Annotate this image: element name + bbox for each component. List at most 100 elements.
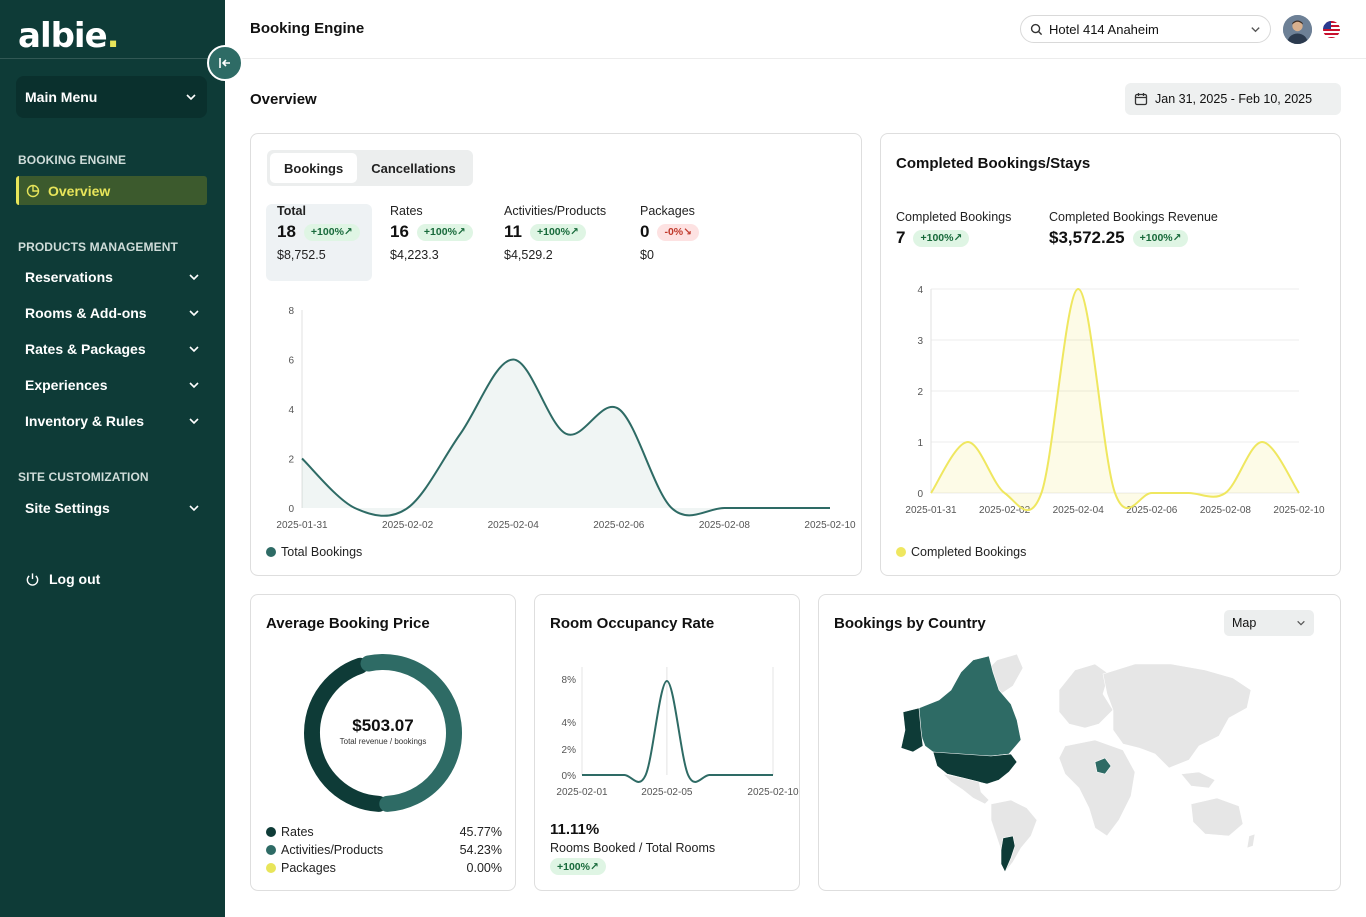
series-line	[301, 358, 830, 517]
stat-completed-bookings: Completed Bookings 7 +100%↗	[896, 210, 1011, 248]
x-tick-label: 2025-02-04	[488, 520, 540, 531]
world-map[interactable]	[899, 650, 1259, 875]
sidebar-item-experiences[interactable]: Experiences	[25, 377, 200, 393]
donut-slice[interactable]	[360, 654, 462, 812]
tab-bookings[interactable]: Bookings	[270, 153, 358, 183]
legend-label: Activities/Products	[281, 843, 384, 857]
albie-logo[interactable]: albie.	[18, 16, 120, 56]
sidebar-item-overview[interactable]: Overview	[16, 176, 207, 205]
map-highlight-country[interactable]	[1094, 757, 1112, 775]
change-badge: +100%↗	[416, 223, 473, 241]
flag-graphic	[1323, 21, 1340, 38]
avg-booking-price-card: Average Booking Price $503.07 Total reve…	[250, 594, 516, 891]
stat-activities[interactable]: Activities/Products 11 +100%↗ $4,529.2	[504, 204, 606, 262]
change-badge: -0%↘	[657, 223, 699, 241]
stat-packages[interactable]: Packages 0 -0%↘ $0	[640, 204, 699, 262]
us-flag-icon[interactable]	[1323, 21, 1340, 38]
donut-slice[interactable]	[304, 657, 387, 812]
main-menu-dropdown[interactable]: Main Menu	[16, 76, 207, 118]
sidebar-item-label: Experiences	[25, 377, 108, 393]
stat-total[interactable]: Total 18 +100%↗ $8,752.5	[277, 204, 360, 262]
sidebar-item-rates-packages[interactable]: Rates & Packages	[25, 341, 200, 357]
y-tick-label: 2	[917, 387, 923, 398]
chevron-down-icon	[189, 382, 199, 389]
sidebar-item-rooms-addons[interactable]: Rooms & Add-ons	[25, 305, 200, 321]
bookings-card: Bookings Cancellations Total 18 +100%↗ $8…	[250, 133, 862, 576]
stat-value: 0	[640, 222, 650, 241]
x-tick-label: 2025-01-31	[276, 520, 328, 531]
bookings-by-country-card: Bookings by Country Map	[818, 594, 1341, 891]
y-tick-label: 4%	[562, 718, 577, 729]
page-title: Booking Engine	[250, 20, 365, 37]
x-tick-label: 2025-02-06	[1126, 505, 1178, 516]
avatar[interactable]	[1283, 15, 1312, 44]
x-tick-label: 2025-02-10	[1273, 505, 1325, 516]
bookings-tabs: Bookings Cancellations	[267, 150, 473, 186]
legend-dot	[266, 863, 276, 873]
donut-center-sub: Total revenue / bookings	[340, 737, 427, 746]
map-mexico[interactable]	[942, 773, 990, 805]
sidebar-divider	[0, 58, 225, 59]
stat-label: Completed Bookings Revenue	[1049, 210, 1218, 224]
x-tick-label: 2025-02-01	[556, 787, 608, 798]
y-tick-label: 8	[288, 306, 294, 317]
stat-label: Activities/Products	[504, 204, 607, 218]
date-range-picker[interactable]: Jan 31, 2025 - Feb 10, 2025	[1125, 83, 1341, 115]
map-south-america[interactable]	[990, 799, 1038, 873]
map-argentina[interactable]	[1000, 835, 1016, 873]
map-southeast-asia[interactable]	[1180, 771, 1216, 789]
donut-center-value: $503.07	[352, 716, 413, 735]
occupancy-value: 11.11%	[550, 821, 600, 838]
logout-button[interactable]: Log out	[25, 571, 100, 587]
chevron-down-icon	[189, 418, 199, 425]
x-tick-label: 2025-02-06	[593, 520, 645, 531]
map-new-zealand[interactable]	[1246, 833, 1256, 849]
booking-price-donut: $503.07 Total revenue / bookings	[304, 654, 462, 812]
stat-value: 7	[896, 228, 906, 247]
collapse-sidebar-button[interactable]	[207, 45, 243, 81]
sidebar-item-reservations[interactable]: Reservations	[25, 269, 200, 285]
legend-dot	[266, 845, 276, 855]
view-select-value: Map	[1232, 616, 1257, 630]
stat-value: $3,572.25	[1049, 228, 1125, 247]
legend-value: 54.23%	[459, 843, 502, 857]
sidebar-item-label: Rates & Packages	[25, 341, 146, 357]
map-africa[interactable]	[1058, 739, 1136, 837]
sidebar-item-inventory-rules[interactable]: Inventory & Rules	[25, 413, 200, 429]
card-title: Bookings by Country	[834, 615, 986, 632]
chart-legend: Total Bookings	[266, 545, 362, 559]
change-badge: +100%↗	[303, 223, 360, 241]
collapse-left-icon	[219, 58, 230, 68]
y-tick-label: 2%	[562, 745, 577, 756]
y-tick-label: 4	[288, 405, 294, 416]
top-header: Booking Engine Hotel 414 Anaheim	[225, 0, 1366, 59]
section-site-customization: SITE CUSTOMIZATION	[18, 470, 149, 484]
y-tick-label: 3	[917, 336, 923, 347]
y-tick-label: 0%	[562, 771, 577, 782]
hotel-select[interactable]: Hotel 414 Anaheim	[1020, 15, 1271, 43]
chart-legend: Completed Bookings	[896, 545, 1026, 559]
series-line	[582, 679, 773, 783]
view-select[interactable]: Map	[1224, 610, 1314, 636]
occupancy-sub: Rooms Booked / Total Rooms	[550, 841, 716, 855]
map-asia[interactable]	[1102, 663, 1252, 769]
map-usa[interactable]	[932, 751, 1018, 785]
power-icon	[26, 572, 39, 586]
tab-cancellations[interactable]: Cancellations	[371, 160, 456, 176]
stat-amount: $8,752.5	[277, 248, 326, 262]
x-tick-label: 2025-02-05	[641, 787, 693, 798]
stat-rates[interactable]: Rates 16 +100%↗ $4,223.3	[390, 204, 473, 262]
map-australia[interactable]	[1190, 797, 1244, 837]
stat-amount: $0	[640, 248, 654, 262]
sidebar-item-label: Reservations	[25, 269, 113, 285]
stat-total-highlight	[266, 204, 372, 281]
sidebar-item-site-settings[interactable]: Site Settings	[25, 500, 200, 516]
change-badge: +100%↗	[913, 229, 970, 247]
stat-completed-revenue: Completed Bookings Revenue $3,572.25 +100…	[1049, 210, 1218, 248]
stat-label: Packages	[640, 204, 695, 218]
map-alaska[interactable]	[900, 707, 924, 753]
stat-label: Total	[277, 204, 306, 218]
completed-bookings-chart: 0 1 2 3 4 2025-01-31 2025-02-02 2025-02-04 2025-…	[905, 285, 1325, 516]
chevron-down-icon	[189, 310, 199, 317]
legend-rates: Rates 45.77%	[266, 825, 502, 839]
